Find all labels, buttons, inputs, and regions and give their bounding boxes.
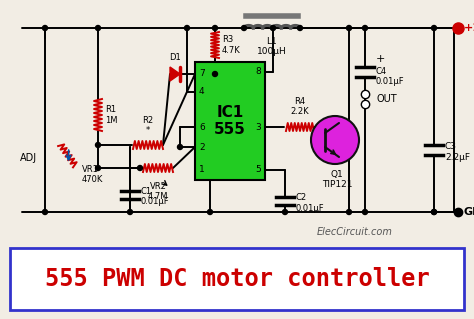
Text: VR2
4.7M: VR2 4.7M <box>148 182 168 201</box>
Text: Q1
TIP121: Q1 TIP121 <box>322 170 352 189</box>
Text: +: + <box>376 55 385 64</box>
Text: L1
100μH: L1 100μH <box>257 37 287 56</box>
Text: ADJ: ADJ <box>20 153 37 163</box>
Circle shape <box>363 26 367 31</box>
Circle shape <box>283 210 288 214</box>
Circle shape <box>431 26 437 31</box>
Circle shape <box>95 166 100 170</box>
Text: C1
0.01μF: C1 0.01μF <box>141 187 170 206</box>
Circle shape <box>184 26 190 31</box>
Text: ElecCircuit.com: ElecCircuit.com <box>317 227 393 237</box>
Circle shape <box>208 210 212 214</box>
Text: R4
2.2K: R4 2.2K <box>291 97 310 116</box>
Polygon shape <box>170 67 180 81</box>
Text: 8: 8 <box>255 68 261 77</box>
Text: 6: 6 <box>199 122 205 131</box>
Circle shape <box>137 166 143 170</box>
Circle shape <box>271 26 275 31</box>
Circle shape <box>43 210 47 214</box>
Text: C3
2.2μF: C3 2.2μF <box>445 142 470 162</box>
Circle shape <box>212 71 218 77</box>
Text: IC1
555: IC1 555 <box>214 105 246 137</box>
Text: R2
*: R2 * <box>143 115 154 135</box>
Text: C2
0.01μF: C2 0.01μF <box>296 193 325 213</box>
Circle shape <box>363 210 367 214</box>
FancyBboxPatch shape <box>10 248 464 310</box>
Text: C4
0.01μF: C4 0.01μF <box>376 67 405 86</box>
Circle shape <box>298 26 302 31</box>
Text: R3
4.7K: R3 4.7K <box>222 35 241 55</box>
Circle shape <box>95 26 100 31</box>
Text: 7: 7 <box>199 70 205 78</box>
Text: 1: 1 <box>199 166 205 174</box>
Text: 5: 5 <box>255 166 261 174</box>
Text: 555 PWM DC motor controller: 555 PWM DC motor controller <box>45 267 429 291</box>
Text: R1
1M: R1 1M <box>105 105 118 125</box>
Text: GND: GND <box>464 207 474 217</box>
Text: 3: 3 <box>255 122 261 131</box>
Circle shape <box>95 143 100 147</box>
Text: 2: 2 <box>199 143 205 152</box>
Circle shape <box>431 210 437 214</box>
Bar <box>195 62 265 180</box>
Text: D1: D1 <box>169 53 181 62</box>
Circle shape <box>346 26 352 31</box>
Circle shape <box>311 116 359 164</box>
Circle shape <box>212 26 218 31</box>
Text: 4: 4 <box>199 87 205 97</box>
Circle shape <box>241 26 246 31</box>
Text: +12V: +12V <box>464 23 474 33</box>
Circle shape <box>346 210 352 214</box>
Circle shape <box>43 26 47 31</box>
Text: VR1
470K: VR1 470K <box>82 165 103 184</box>
Circle shape <box>128 210 133 214</box>
Text: OUT: OUT <box>377 93 398 103</box>
Circle shape <box>177 145 182 150</box>
Circle shape <box>431 210 437 214</box>
